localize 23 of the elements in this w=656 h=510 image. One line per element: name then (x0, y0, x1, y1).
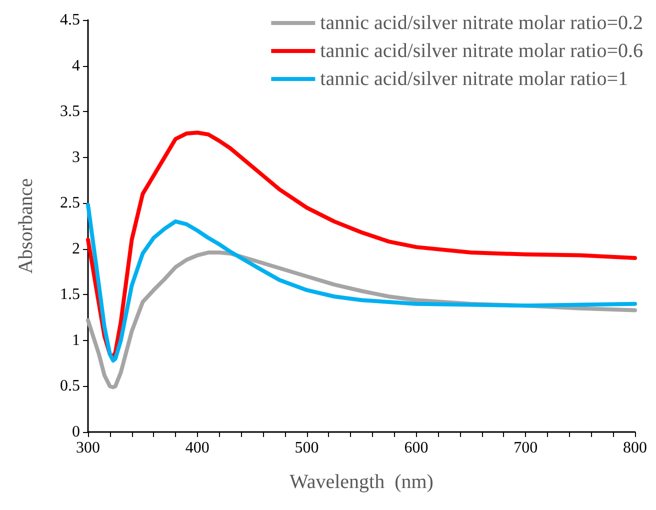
x-tick-label: 300 (76, 440, 100, 456)
legend-label: tannic acid/silver nitrate molar ratio=0.2 (320, 12, 644, 34)
x-tick-label: 500 (294, 440, 319, 456)
legend-label: tannic acid/silver nitrate molar ratio=0.6 (320, 40, 644, 62)
y-tick-label: 4 (72, 57, 80, 74)
y-tick-label: 2.5 (60, 194, 80, 212)
y-tick-label: 1 (72, 332, 80, 349)
line-series (86, 202, 637, 363)
y-tick-label: 0.5 (60, 378, 80, 395)
x-tick-label: 400 (185, 440, 210, 456)
y-axis-title: Absorbance (15, 178, 37, 274)
line-series (86, 130, 637, 359)
y-tick-label: 4.5 (60, 12, 80, 28)
y-tick-label: 1.5 (60, 286, 80, 304)
y-tick-label: 2 (72, 240, 80, 258)
x-tick-label: 700 (514, 440, 538, 456)
x-axis-title: Wavelength (nm) (290, 471, 434, 493)
y-tick-label: 3.5 (60, 103, 80, 120)
y-tick-label: 3 (72, 148, 80, 166)
x-tick-label: 800 (623, 440, 647, 456)
y-tick-label: 0 (72, 424, 80, 440)
legend-label: tannic acid/silver nitrate molar ratio=1 (320, 68, 628, 90)
x-tick-label: 600 (404, 440, 428, 456)
